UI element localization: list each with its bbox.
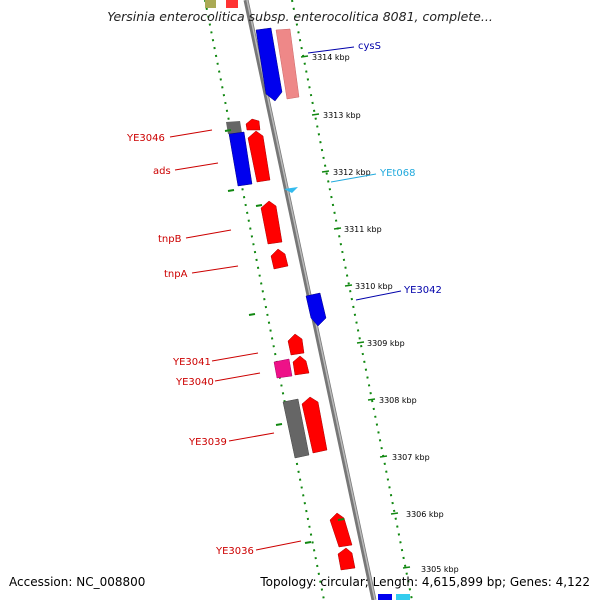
scale-label: 3313 kbp (323, 111, 361, 120)
scale-label: 3314 kbp (312, 53, 350, 62)
label-YE3046[interactable]: YE3046 (126, 133, 165, 144)
gene-YE3036[interactable] (329, 512, 353, 548)
accession-text: Accession: NC_008800 (9, 575, 146, 589)
scale-label: 3306 kbp (406, 510, 444, 519)
gene-YE3040[interactable] (273, 358, 293, 379)
label-YE3039[interactable]: YE3039 (188, 437, 227, 448)
pseudogene-YE3039[interactable] (282, 398, 310, 459)
feature-top-olive[interactable] (205, 0, 216, 8)
left-gene-labels: YE3046 ads tnpB tnpA YE3041 YE3040 YE303… (126, 129, 302, 557)
label-tnpA[interactable]: tnpA (164, 269, 188, 280)
feature-bottom-cyan[interactable] (396, 594, 410, 600)
gene-YE3041[interactable] (287, 333, 305, 356)
right-track-dots (291, 0, 413, 601)
scale-label: 3311 kbp (344, 225, 382, 234)
gene-red-small-top[interactable] (245, 118, 261, 131)
track-ticks (224, 129, 345, 544)
scale-label: 3312 kbp (333, 168, 371, 177)
scale-label: 3305 kbp (421, 565, 459, 574)
pseudogene-gray[interactable] (226, 121, 242, 134)
scale-label: 3307 kbp (392, 453, 430, 462)
feature-top-red[interactable] (226, 0, 238, 8)
label-YE3041[interactable]: YE3041 (172, 357, 211, 368)
trna-YEt068[interactable] (284, 187, 298, 193)
label-ads[interactable]: ads (153, 166, 171, 177)
label-tnpB[interactable]: tnpB (158, 234, 182, 245)
gene-pink-block[interactable] (275, 28, 300, 100)
topology-summary: Topology: circular; Length: 4,615,899 bp… (260, 575, 590, 589)
scale-labels: 3314 kbp 3313 kbp 3312 kbp 3311 kbp 3310… (312, 53, 459, 574)
scale-label: 3308 kbp (379, 396, 417, 405)
gene-YE3046[interactable] (247, 130, 271, 183)
leader-YEt068 (330, 173, 377, 183)
left-track-dots (204, 0, 325, 601)
scale-label: 3309 kbp (367, 339, 405, 348)
label-YE3042[interactable]: YE3042 (403, 285, 442, 296)
scale-label: 3310 kbp (355, 282, 393, 291)
gene-red-YE3041b[interactable] (292, 355, 310, 376)
gene-ads[interactable] (228, 131, 253, 187)
feature-bottom-blue[interactable] (378, 594, 392, 600)
leader-cysS (307, 46, 355, 54)
gene-cysS[interactable] (255, 27, 283, 102)
gene-YE3036b[interactable] (337, 547, 356, 571)
label-YE3036[interactable]: YE3036 (215, 546, 254, 557)
label-YEt068[interactable]: YEt068 (379, 168, 415, 179)
map-title: Yersinia enterocolitica subsp. enterocol… (107, 9, 493, 24)
gene-YE3042[interactable] (305, 292, 327, 327)
gene-YE3039[interactable] (301, 396, 328, 454)
leader-YE3042 (355, 290, 402, 301)
scale-ticks (300, 55, 411, 569)
gene-tnpA[interactable] (270, 248, 289, 270)
label-cysS[interactable]: cysS (358, 41, 381, 52)
gene-tnpB[interactable] (260, 200, 283, 245)
label-YE3040[interactable]: YE3040 (175, 377, 214, 388)
